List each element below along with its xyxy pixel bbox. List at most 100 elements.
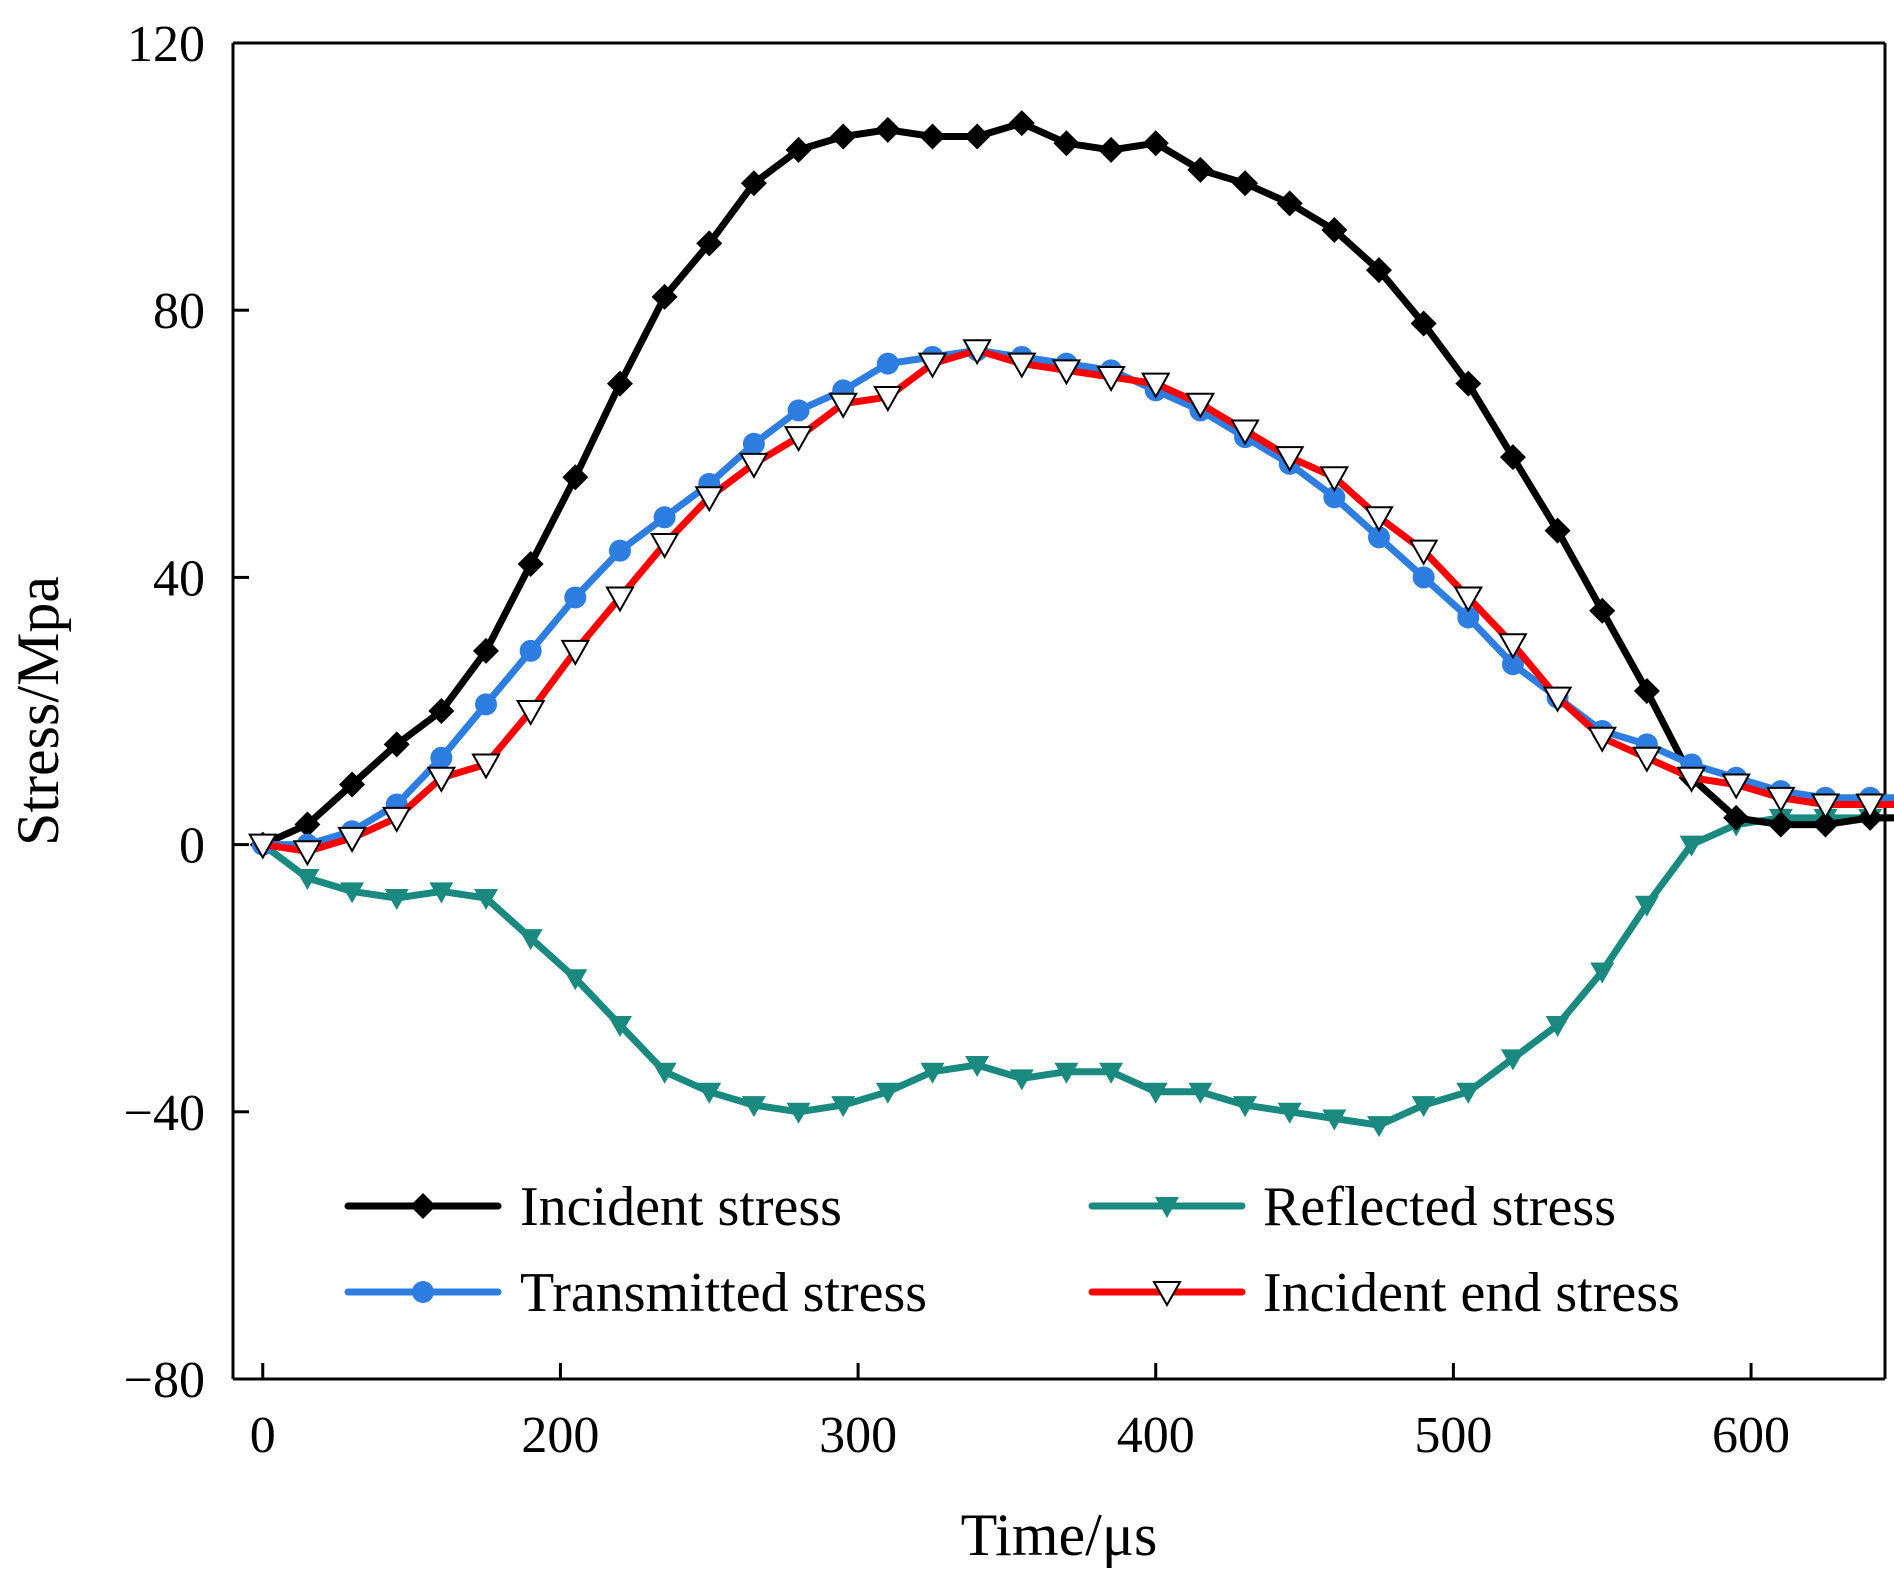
legend-entry-transmitted-stress: Transmitted stress (344, 1262, 927, 1324)
incident-stress-point (1410, 310, 1437, 337)
incident-stress-point (339, 771, 366, 798)
incident-stress-point (1232, 170, 1259, 197)
incident-end-stress-point (1632, 746, 1662, 773)
incident-end-stress-point (1810, 793, 1841, 820)
incident-stress-point (1589, 597, 1616, 624)
legend-label: Incident stress (520, 1176, 842, 1238)
incident-end-stress-point (1319, 466, 1350, 493)
incident-stress-point (517, 551, 544, 578)
reflected-stress-point (518, 929, 543, 951)
transmitted-stress-point (564, 586, 587, 609)
incident-stress-point (473, 637, 500, 664)
incident-stress-point (1812, 811, 1839, 838)
transmitted-stress-point (653, 506, 676, 529)
incident-stress-point (874, 116, 901, 143)
incident-end-stress-point (1185, 392, 1216, 419)
transmitted-stress-point (787, 399, 810, 422)
incident-end-stress-point (605, 586, 635, 613)
transmitted-stress-point (608, 539, 631, 562)
plot-frame (231, 41, 1887, 1381)
y-axis-title: Stress/Mpa (5, 576, 71, 846)
incident-end-stress-point (828, 392, 858, 419)
reflected-stress-line (259, 814, 1894, 1129)
reflected-stress-point (340, 882, 365, 904)
reflected-stress-point (1322, 1109, 1347, 1131)
reflected-stress-point (1277, 1102, 1302, 1124)
legend: Incident stress Reflected stress Transmitt… (344, 1176, 1680, 1324)
legend-marker (410, 1193, 436, 1219)
incident-end-stress-point (1721, 773, 1751, 800)
incident-end-stress-point (1587, 726, 1617, 753)
incident-stress-point (1053, 130, 1080, 157)
reflected-stress-point (1099, 1062, 1124, 1084)
transmitted-stress-point (430, 746, 453, 769)
incident-end-stress-point (1766, 786, 1796, 813)
reflected-stress-point (1545, 1015, 1570, 1037)
incident-end-stress-point (1007, 352, 1037, 379)
incident-stress-point (1187, 156, 1214, 183)
reflected-stress-point (831, 1096, 856, 1118)
incident-stress-point (1321, 217, 1348, 244)
incident-end-stress-point (515, 700, 546, 727)
transmitted-stress-point (742, 432, 765, 455)
incident-end-stress-point (1453, 586, 1483, 613)
incident-end-stress-point (471, 753, 501, 780)
incident-stress-point (964, 123, 991, 150)
incident-end-stress-point (248, 833, 278, 860)
incident-end-stress-point (337, 826, 367, 853)
reflected-stress-point (474, 889, 499, 911)
incident-end-stress-point (1676, 766, 1707, 793)
reflected-stress-point (1456, 1082, 1481, 1104)
incident-end-stress-point (917, 352, 948, 379)
incident-stress-point (1276, 190, 1303, 217)
transmitted-stress-point (1501, 653, 1524, 676)
incident-stress-point (1098, 136, 1125, 163)
transmitted-stress-point (876, 352, 899, 375)
incident-end-stress-point (1542, 686, 1573, 713)
incident-end-stress-point (1141, 372, 1171, 399)
transmitted-stress-series (251, 339, 1894, 856)
x-tick-label: 600 (1712, 1407, 1790, 1464)
incident-end-stress-line (259, 346, 1894, 855)
incident-end-stress-point (783, 426, 814, 453)
incident-end-stress-point (962, 339, 992, 366)
incident-end-stress-point (1855, 793, 1885, 820)
reflected-stress-point (920, 1062, 945, 1084)
legend-marker (1152, 1281, 1182, 1308)
transmitted-stress-point (1323, 486, 1346, 509)
reflected-stress-point (1188, 1082, 1213, 1104)
reflected-stress-series (250, 808, 1894, 1138)
incident-stress-point (1365, 257, 1392, 284)
incident-end-stress-point (694, 486, 724, 513)
legend-entry-incident-end-stress: Incident end stress (1088, 1262, 1680, 1324)
reflected-stress-point (1143, 1082, 1168, 1104)
reflected-stress-point (1009, 1069, 1034, 1091)
y-tick-label: 80 (153, 283, 205, 340)
x-tick-label: 200 (521, 1407, 599, 1464)
reflected-stress-point (1679, 835, 1704, 857)
y-tick-label: −80 (124, 1352, 205, 1409)
incident-end-stress-point (1051, 359, 1082, 386)
transmitted-stress-point (1457, 606, 1480, 629)
incident-end-stress-point (873, 386, 903, 413)
y-tick-label: 40 (153, 550, 205, 607)
series-layer (248, 110, 1894, 1138)
reflected-stress-point (1590, 962, 1615, 984)
reflected-stress-point (563, 969, 588, 991)
incident-end-stress-point (1096, 366, 1126, 393)
incident-stress-point (1723, 804, 1750, 831)
incident-end-stress-point (739, 452, 769, 479)
incident-end-stress-point (1498, 633, 1528, 660)
incident-end-stress-point (1364, 506, 1394, 533)
incident-end-stress-point (381, 806, 412, 833)
incident-end-stress-point (560, 639, 591, 666)
incident-stress-point (562, 464, 589, 491)
legend-label: Transmitted stress (520, 1262, 927, 1324)
legend-marker (412, 1281, 434, 1303)
legend-label: Incident end stress (1263, 1262, 1680, 1324)
transmitted-stress-point (1367, 526, 1390, 549)
y-tick-label: 120 (127, 16, 205, 73)
y-tick-label: −40 (124, 1085, 205, 1142)
incident-end-stress-point (1408, 539, 1439, 566)
